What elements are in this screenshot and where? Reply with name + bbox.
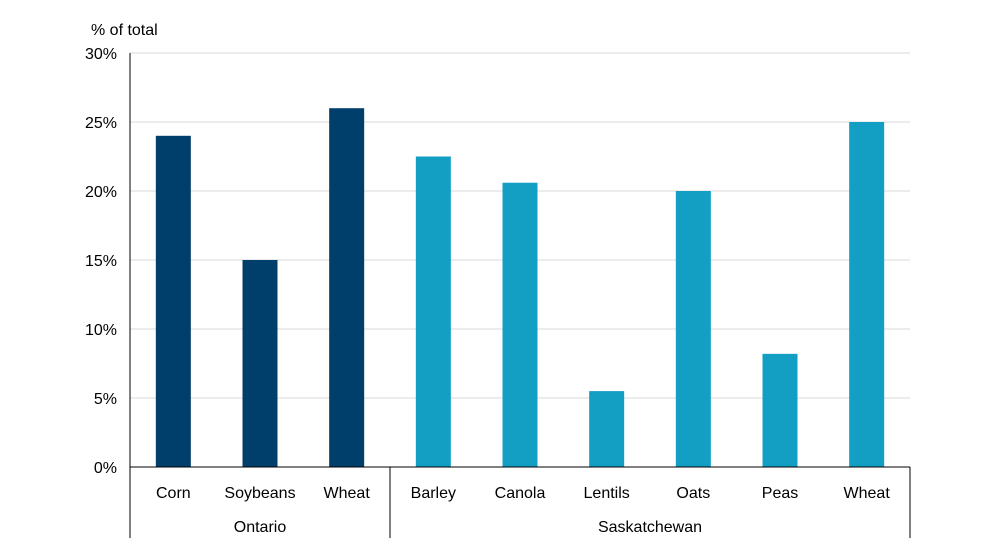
labels: 0% 5% 10% 15% 20% 25% 30% Corn Soybeans Wheat Barl…	[85, 46, 890, 536]
bar-ontario-corn	[155, 135, 191, 468]
x-category-label: Corn	[156, 485, 191, 502]
y-axis-title: % of total	[91, 22, 158, 39]
x-category-label: Wheat	[844, 485, 891, 502]
x-category-label: Barley	[411, 485, 456, 502]
bar-saskatchewan-canola	[502, 182, 538, 467]
y-tick-label: 30%	[85, 46, 117, 63]
y-tick-label: 5%	[94, 391, 117, 408]
bar-ontario-soybeans	[242, 260, 278, 467]
x-group-label: Ontario	[234, 519, 287, 536]
axes	[129, 53, 911, 538]
x-category-label: Wheat	[324, 485, 371, 502]
x-category-label: Soybeans	[224, 485, 295, 502]
x-group-label: Saskatchewan	[598, 519, 702, 536]
y-tick-label: 20%	[85, 184, 117, 201]
bar-saskatchewan-lentils	[589, 391, 625, 467]
bar-saskatchewan-oats	[675, 191, 711, 467]
x-category-label: Peas	[762, 485, 798, 502]
y-tick-label: 0%	[94, 460, 117, 477]
x-category-label: Canola	[495, 485, 546, 502]
bar-saskatchewan-peas	[762, 353, 798, 467]
y-tick-label: 15%	[85, 253, 117, 270]
bar-saskatchewan-barley	[415, 156, 451, 467]
x-category-label: Oats	[676, 485, 710, 502]
x-category-label: Lentils	[584, 485, 630, 502]
bars	[155, 108, 885, 468]
bar-ontario-wheat	[329, 108, 365, 467]
y-tick-label: 10%	[85, 322, 117, 339]
bar-saskatchewan-wheat	[849, 122, 885, 467]
y-tick-label: 25%	[85, 115, 117, 132]
